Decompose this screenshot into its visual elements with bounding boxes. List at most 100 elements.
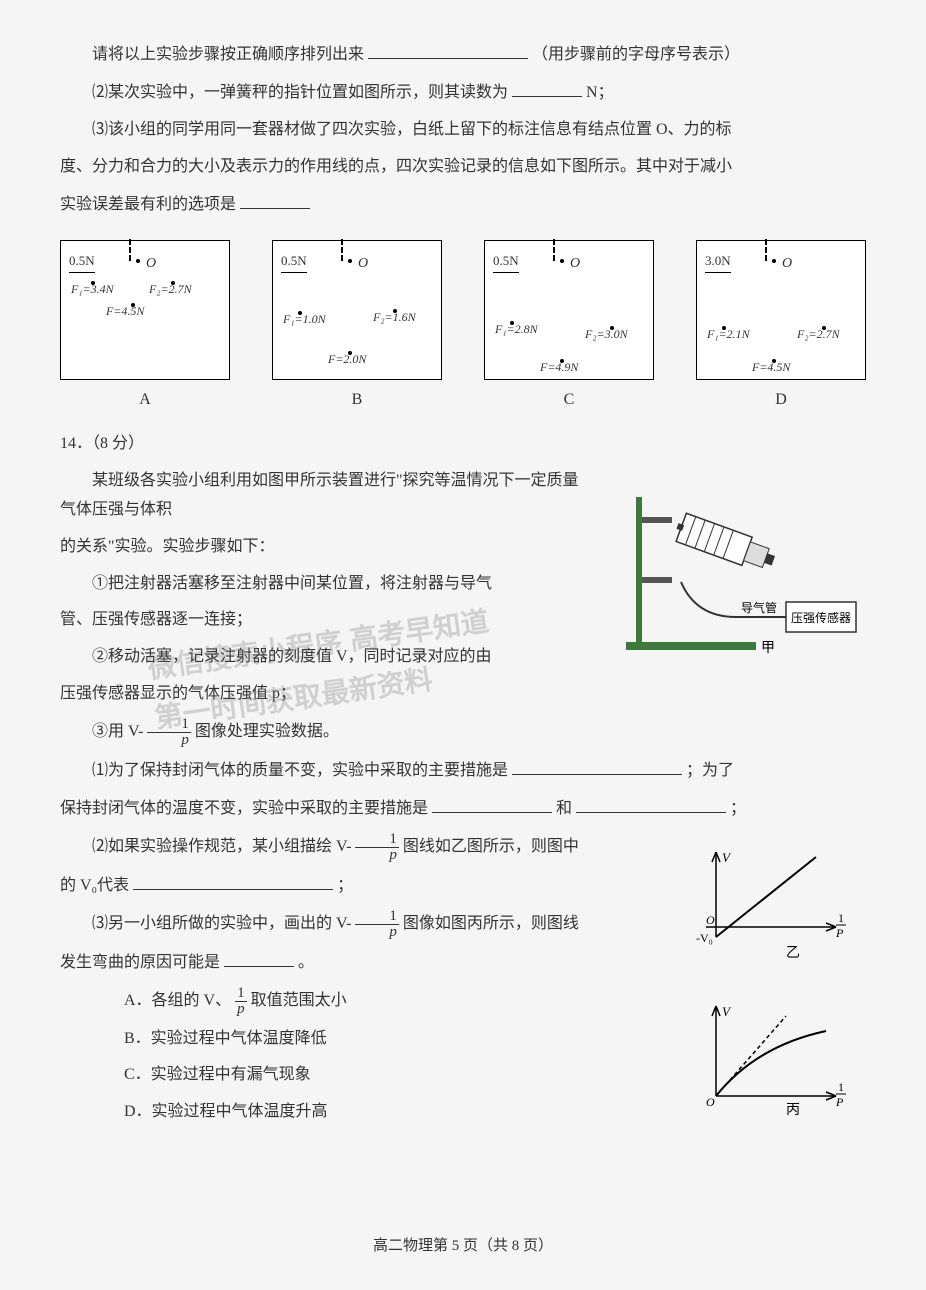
page-footer: 高二物理第 5 页（共 8 页） <box>0 1233 926 1260</box>
label-A: A <box>139 386 151 415</box>
den: p <box>147 733 191 748</box>
blank-reading[interactable] <box>512 78 582 97</box>
o-label: O <box>146 251 156 276</box>
text: ①把注射器活塞移至注射器中间某位置，将注射器与导气 <box>92 575 492 592</box>
f1-A: F₁=3.4N <box>71 279 114 301</box>
f-D: F=4.5N <box>752 357 790 379</box>
text: ； <box>730 800 746 817</box>
num: 1 <box>235 986 247 1002</box>
frac-1p: 1p <box>147 717 191 748</box>
scale-C: 0.5N <box>493 249 519 273</box>
q13-part2: ⑵某次实验中，一弹簧秤的指针位置如图所示，则其读数为 N； <box>60 78 866 108</box>
apparatus-svg: 压强传感器 导气管 甲 <box>606 477 866 657</box>
label-D: D <box>775 386 787 415</box>
frac-1p: 1p <box>355 909 399 940</box>
text: ⑵某次实验中，一弹簧秤的指针位置如图所示，则其读数为 <box>92 84 508 101</box>
o-point <box>136 259 140 263</box>
svg-text:O: O <box>706 1095 715 1109</box>
text: 压强传感器显示的气体压强值 p； <box>60 685 296 702</box>
diagram-box-C: 0.5N O F₁=2.8N F₂=3.0N F=4.9N <box>484 240 654 380</box>
svg-text:O: O <box>706 913 715 927</box>
o-point <box>772 259 776 263</box>
text: 图像如图丙所示，则图线 <box>403 915 579 932</box>
svg-text:V: V <box>722 850 732 865</box>
text: D．实验过程中气体温度升高 <box>124 1103 328 1120</box>
o-dash <box>341 239 343 261</box>
text: 度、分力和合力的大小及表示力的作用线的点，四次实验记录的信息如下图所示。其中对于… <box>60 158 732 175</box>
blank[interactable] <box>512 756 682 775</box>
text: 图像处理实验数据。 <box>195 723 339 740</box>
text: ⑶该小组的同学用同一套器材做了四次实验，白纸上留下的标注信息有结点位置 O、力的… <box>92 121 732 138</box>
text: 。 <box>298 954 314 971</box>
o-label: O <box>570 251 580 276</box>
text: ③用 V- <box>92 723 143 740</box>
apparatus-figure: 压强传感器 导气管 甲 <box>606 477 866 668</box>
text: N； <box>586 84 614 101</box>
o-dash <box>765 239 767 261</box>
f1-D: F₁=2.1N <box>707 324 750 346</box>
diagram-box-A: 0.5N O F₁=3.4N F₂=2.7N F=4.5N <box>60 240 230 380</box>
o-dash <box>129 239 131 261</box>
frac-1p: 1p <box>235 986 247 1017</box>
text: 请将以上实验步骤按正确顺序排列出来 <box>92 46 364 63</box>
label-C: C <box>564 386 575 415</box>
text: ②移动活塞，记录注射器的刻度值 V，同时记录对应的由 <box>92 648 492 665</box>
f2-B: F₂=1.6N <box>373 307 416 329</box>
blank-option[interactable] <box>240 190 310 209</box>
text: C．实验过程中有漏气现象 <box>124 1066 311 1083</box>
f-C: F=4.9N <box>540 357 578 379</box>
q14-part1c: 保持封闭气体的温度不变，实验中采取的主要措施是 和 ； <box>60 794 866 824</box>
text: A．各组的 V、 <box>124 992 231 1009</box>
scale-A: 0.5N <box>69 249 95 273</box>
f2-C: F₂=3.0N <box>585 324 628 346</box>
clamp <box>642 517 672 523</box>
svg-text:P: P <box>835 926 844 940</box>
q14-step3: ③用 V- 1p 图像处理实验数据。 <box>60 717 866 748</box>
blank[interactable] <box>432 794 552 813</box>
blank[interactable] <box>224 948 294 967</box>
q14-part1a: ⑴为了保持封闭气体的质量不变，实验中采取的主要措施是 ；为了 <box>60 756 866 786</box>
base <box>626 642 756 650</box>
text: 发生弯曲的原因可能是 <box>60 954 220 971</box>
diagram-row: 0.5N O F₁=3.4N F₂=2.7N F=4.5N A 0.5N O F… <box>60 240 866 415</box>
text: ； <box>337 877 353 894</box>
den: p <box>355 848 399 863</box>
sensor-label: 压强传感器 <box>791 610 851 625</box>
text: 图线如乙图所示，则图中 <box>403 838 579 855</box>
svg-text:丙: 丙 <box>786 1103 800 1116</box>
q14-num: 14．（8 分） <box>60 430 866 459</box>
rod <box>636 497 642 647</box>
num: 1 <box>355 909 399 925</box>
num: 1 <box>355 832 399 848</box>
scale-D: 3.0N <box>705 249 731 273</box>
f1-B: F₁=1.0N <box>283 309 326 331</box>
graph-bing: V 1 P O 丙 <box>696 996 866 1127</box>
text: 某班级各实验小组利用如图甲所示装置进行"探究等温情况下一定质量气体压强与体积 <box>60 472 579 518</box>
clamp <box>642 577 672 583</box>
f1-C: F₁=2.8N <box>495 319 538 341</box>
diagram-box-D: 3.0N O F₁=2.1N F₂=2.7N F=4.5N <box>696 240 866 380</box>
graph-yi-svg: V 1 P O -V₀ 乙 <box>696 842 856 962</box>
blank[interactable] <box>576 794 726 813</box>
text: 实验误差最有利的选项是 <box>60 196 236 213</box>
diagram-B: 0.5N O F₁=1.0N F₂=1.6N F=2.0N B <box>272 240 442 415</box>
svg-text:P: P <box>835 1095 844 1109</box>
frac-1p: 1p <box>355 832 399 863</box>
f2-A: F₂=2.7N <box>149 279 192 301</box>
q13-step-order: 请将以上实验步骤按正确顺序排列出来 （用步骤前的字母序号表示） <box>60 40 866 70</box>
svg-text:乙: 乙 <box>786 945 800 961</box>
den: p <box>235 1002 247 1017</box>
num: 1 <box>147 717 191 733</box>
o-label: O <box>782 251 792 276</box>
o-label: O <box>358 251 368 276</box>
fig-label: 甲 <box>761 641 775 656</box>
tube-label: 导气管 <box>741 600 777 615</box>
q13-part3-l3: 实验误差最有利的选项是 <box>60 190 866 220</box>
diagram-C: 0.5N O F₁=2.8N F₂=3.0N F=4.9N C <box>484 240 654 415</box>
diagram-A: 0.5N O F₁=3.4N F₂=2.7N F=4.5N A <box>60 240 230 415</box>
text: 管、压强传感器逐一连接； <box>60 611 252 628</box>
graph-bing-svg: V 1 P O 丙 <box>696 996 856 1116</box>
blank-steporder[interactable] <box>368 40 528 59</box>
blank[interactable] <box>133 871 333 890</box>
diagram-box-B: 0.5N O F₁=1.0N F₂=1.6N F=2.0N <box>272 240 442 380</box>
